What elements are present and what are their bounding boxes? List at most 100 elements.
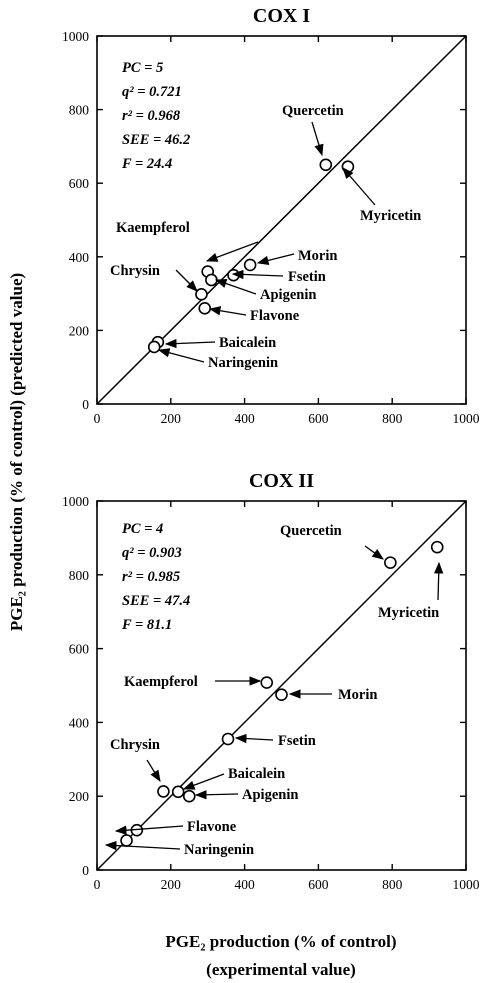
stat-line: PC = 5: [122, 60, 163, 76]
point-label: Chrysin: [110, 737, 160, 753]
y-tick-label: 400: [69, 250, 90, 265]
point-label: Flavone: [187, 819, 237, 835]
y-axis-label: PGE₂ production (% of control) (predicte…: [7, 273, 26, 631]
point-label: Baicalein: [219, 335, 276, 351]
label-arrow: [214, 279, 257, 295]
stat-line: F = 24.4: [121, 156, 172, 172]
point-label: Kaempferol: [116, 220, 190, 236]
y-tick-label: 1000: [62, 494, 89, 509]
x-tick-label: 400: [234, 877, 255, 892]
data-point: [182, 789, 196, 803]
plot-frame: [96, 500, 467, 871]
point-label: Fsetin: [288, 269, 326, 285]
y-tick-label: 0: [82, 863, 89, 878]
stat-line: F = 81.1: [121, 617, 172, 633]
point-label: Myricetin: [378, 605, 439, 621]
label-arrow: [157, 348, 205, 363]
y-tick-label: 800: [69, 103, 90, 118]
x-tick-label: 800: [382, 411, 403, 426]
label-arrow: [208, 306, 247, 316]
data-point: [120, 834, 133, 847]
label-arrow: [234, 733, 274, 744]
data-point: [147, 340, 161, 354]
point-label: Chrysin: [110, 263, 160, 279]
label-arrow: [182, 773, 225, 790]
x-tick-label: 0: [94, 877, 101, 892]
x-tick-label: 600: [308, 411, 329, 426]
y-tick-label: 400: [69, 715, 90, 730]
y-tick-label: 1000: [62, 29, 89, 44]
point-label: Baicalein: [228, 766, 285, 782]
data-point: [195, 288, 208, 301]
point-label: Morin: [298, 248, 337, 264]
label-arrow: [205, 241, 259, 262]
stat-line: q² = 0.903: [122, 545, 182, 561]
x-axis-label-line1: PGE₂ production (% of control): [165, 932, 396, 951]
x-tick-label: 200: [161, 411, 182, 426]
data-point: [341, 160, 355, 173]
point-label: Morin: [338, 687, 377, 703]
label-arrow: [231, 269, 284, 280]
point-label: Quercetin: [282, 103, 344, 119]
point-label: Naringenin: [184, 842, 254, 858]
data-point: [243, 258, 257, 272]
stat-line: SEE = 46.2: [122, 132, 190, 148]
data-point: [275, 688, 288, 702]
label-arrow: [434, 561, 444, 601]
x-tick-label: 1000: [453, 877, 480, 892]
data-point: [319, 158, 333, 172]
point-label: Apigenin: [260, 287, 316, 303]
point-label: Naringenin: [208, 355, 278, 371]
label-arrow: [342, 167, 376, 206]
data-point: [205, 273, 218, 287]
label-arrow: [164, 338, 216, 349]
y-tick-label: 200: [69, 789, 90, 804]
x-tick-label: 1000: [453, 411, 480, 426]
cox1-plot: COX I 0 200 400 600 800 1000 0 200 400 600 800 1000 P…: [62, 5, 480, 426]
label-arrow: [311, 121, 324, 157]
data-point: [171, 785, 185, 799]
point-label: Quercetin: [280, 523, 342, 539]
data-point: [198, 302, 212, 315]
point-label: Myricetin: [360, 208, 421, 224]
x-axis-label-line2: (experimental value): [206, 960, 356, 979]
data-point: [157, 785, 170, 798]
x-tick-label: 0: [94, 411, 101, 426]
data-point: [430, 540, 444, 554]
identity-line: [96, 500, 467, 871]
x-tick-label: 800: [382, 877, 403, 892]
y-tick-label: 200: [69, 323, 90, 338]
data-point: [260, 676, 274, 689]
point-label: Flavone: [250, 308, 300, 324]
plot-frame: [96, 35, 467, 405]
stat-line: PC = 4: [122, 521, 163, 537]
x-tick-label: 400: [234, 411, 255, 426]
chart-title: COX II: [249, 470, 314, 492]
label-arrow: [104, 840, 181, 851]
point-label: Apigenin: [242, 787, 298, 803]
y-tick-label: 600: [69, 176, 90, 191]
y-tick-label: 0: [82, 397, 89, 412]
label-arrow: [256, 253, 295, 265]
stat-line: q² = 0.721: [122, 84, 182, 100]
y-tick-label: 800: [69, 568, 90, 583]
stat-line: SEE = 47.4: [122, 593, 190, 609]
label-arrow: [114, 825, 184, 835]
stat-line: r² = 0.968: [122, 108, 181, 124]
label-arrow: [175, 269, 198, 292]
data-point: [221, 732, 235, 746]
data-point: [384, 556, 397, 569]
point-label: Fsetin: [278, 733, 316, 749]
chart-title: COX I: [253, 5, 310, 27]
x-tick-label: 200: [161, 877, 182, 892]
label-arrow: [194, 790, 239, 800]
point-label: Kaempferol: [124, 674, 198, 690]
label-arrow: [146, 759, 161, 782]
y-tick-label: 600: [69, 642, 90, 657]
label-arrow: [364, 545, 384, 560]
stat-line: r² = 0.985: [122, 569, 180, 585]
x-tick-label: 600: [308, 877, 329, 892]
cox2-plot: COX II 0 200 400 600 800 1000 0 200 400 600 800 1000…: [62, 470, 480, 892]
data-point: [227, 268, 240, 282]
